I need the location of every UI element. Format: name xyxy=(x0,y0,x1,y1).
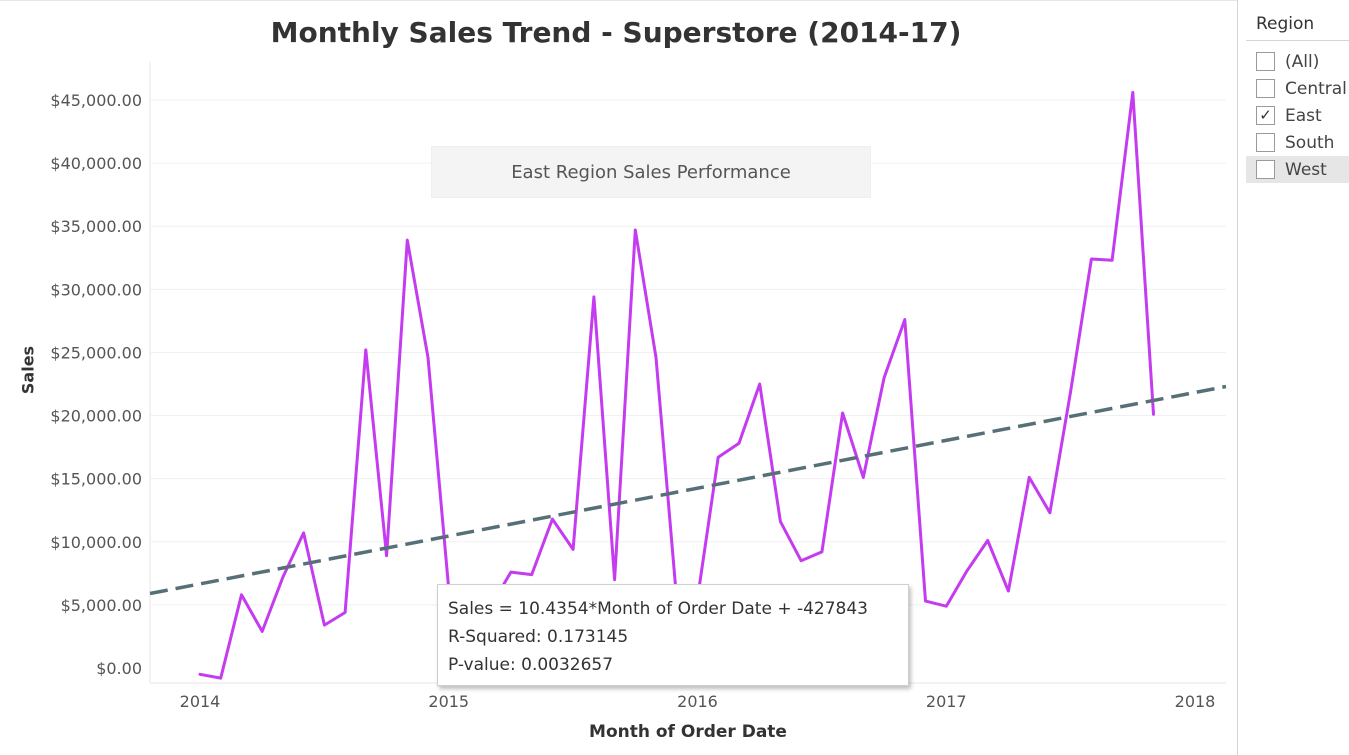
filter-item-label: Central xyxy=(1285,78,1347,99)
filter-item-label: South xyxy=(1285,132,1335,153)
filter-item-label: East xyxy=(1285,105,1322,126)
tooltip-equation: Sales = 10.4354*Month of Order Date + -4… xyxy=(448,599,869,619)
trend-line-tooltip: Sales = 10.4354*Month of Order Date + -4… xyxy=(437,584,909,686)
y-tick-label: $20,000.00 xyxy=(50,407,142,426)
top-border xyxy=(0,0,1237,1)
filter-divider xyxy=(1246,40,1349,41)
y-axis-title: Sales xyxy=(18,345,38,395)
filter-item-east[interactable]: ✓ East xyxy=(1246,102,1349,129)
checkbox[interactable] xyxy=(1256,160,1275,179)
y-tick-label: $10,000.00 xyxy=(50,533,142,552)
filter-item-label: (All) xyxy=(1285,51,1320,72)
filter-item-south[interactable]: South xyxy=(1246,129,1349,156)
y-tick-label: $45,000.00 xyxy=(50,91,142,110)
y-tick-label: $30,000.00 xyxy=(50,280,142,299)
y-tick-label: $15,000.00 xyxy=(50,470,142,489)
x-tick-label: 2015 xyxy=(428,692,469,711)
x-axis-title: Month of Order Date xyxy=(589,722,787,742)
trend-line xyxy=(149,384,1227,596)
x-tick-label: 2014 xyxy=(180,692,221,711)
tooltip-p-value: P-value: 0.0032657 xyxy=(448,655,614,675)
y-tick-label: $5,000.00 xyxy=(61,596,142,615)
chart-title: Monthly Sales Trend - Superstore (2014-1… xyxy=(270,16,962,49)
region-filter-panel: Region (All) Central ✓ East South West xyxy=(1246,0,1349,200)
filter-title: Region xyxy=(1256,14,1315,34)
filter-item-central[interactable]: Central xyxy=(1246,75,1349,102)
checkbox[interactable] xyxy=(1256,79,1275,98)
annotation-text: East Region Sales Performance xyxy=(511,161,791,183)
panel-divider xyxy=(1237,0,1238,755)
y-tick-label: $40,000.00 xyxy=(50,154,142,173)
checkbox-checked[interactable]: ✓ xyxy=(1256,106,1275,125)
y-tick-label: $0.00 xyxy=(96,659,142,678)
y-tick-label: $35,000.00 xyxy=(50,217,142,236)
x-tick-label: 2016 xyxy=(677,692,718,711)
annotation-box: East Region Sales Performance xyxy=(431,146,871,198)
x-tick-label: 2018 xyxy=(1175,692,1216,711)
x-tick-label: 2017 xyxy=(926,692,967,711)
filter-item-all[interactable]: (All) xyxy=(1246,48,1349,75)
chart-plot[interactable]: $0.00 $5,000.00 $10,000.00 $15,000.00 $20,00… xyxy=(0,0,1237,755)
checkbox[interactable] xyxy=(1256,133,1275,152)
filter-item-west[interactable]: West xyxy=(1246,156,1349,183)
tooltip-r-squared: R-Squared: 0.173145 xyxy=(448,627,629,647)
checkbox[interactable] xyxy=(1256,52,1275,71)
y-tick-label: $25,000.00 xyxy=(50,343,142,362)
filter-item-label: West xyxy=(1285,159,1327,180)
